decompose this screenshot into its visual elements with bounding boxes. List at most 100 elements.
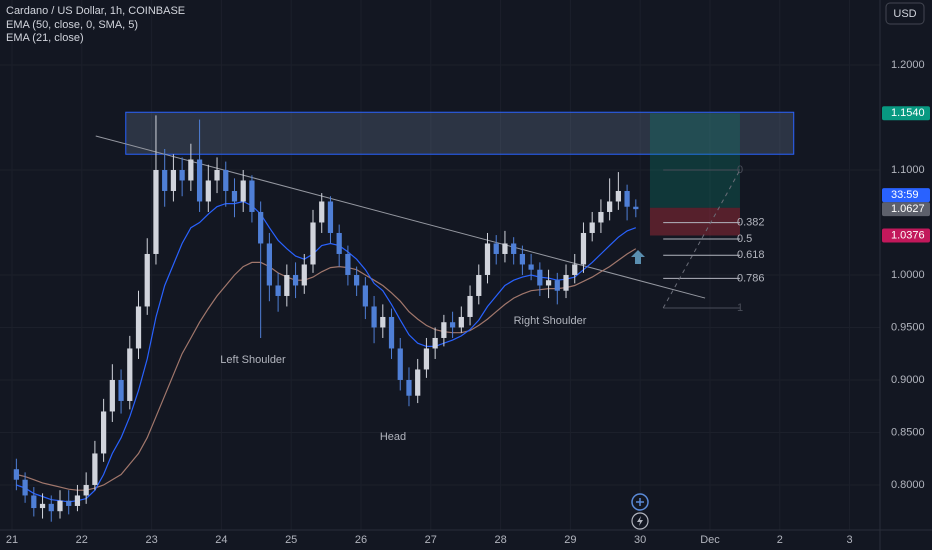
x-tick-label: 26: [355, 534, 367, 546]
candle-body: [633, 206, 639, 210]
ema-line: [16, 200, 637, 503]
fib-label: 0.786: [737, 272, 765, 284]
candle-body: [563, 274, 569, 291]
candle-body: [266, 243, 272, 286]
x-tick-label: 24: [215, 534, 227, 546]
fib-label: 0.5: [737, 233, 752, 245]
candle-body: [92, 453, 98, 485]
position-target: [649, 113, 740, 208]
resistance-zone: [125, 111, 795, 155]
overlay: 1.1540 1.0627 1.0376 33:59: [882, 106, 930, 243]
candle-body: [39, 503, 46, 509]
y-tick-label: 1.2000: [891, 59, 925, 71]
candle-body: [301, 264, 307, 286]
candle-body: [476, 274, 482, 296]
candle-body: [336, 232, 342, 254]
candle-body: [449, 322, 456, 328]
x-tick-label: 22: [76, 534, 88, 546]
x-tick-label: 3: [847, 534, 853, 546]
candle-body: [502, 243, 508, 254]
candle-body: [580, 232, 587, 265]
candle-body: [380, 316, 386, 328]
candle-body: [537, 269, 543, 286]
candle-body: [415, 369, 421, 396]
candle-body: [458, 316, 464, 328]
price-label: 1.1540: [891, 107, 925, 119]
candle-body: [214, 169, 220, 181]
candle-body: [598, 211, 604, 223]
candle-body: [519, 253, 526, 265]
candle-body: [371, 306, 377, 328]
candle-body: [48, 503, 54, 512]
candle-body: [153, 169, 159, 254]
ema-line: [16, 248, 637, 491]
position-stop: [649, 207, 740, 236]
y-tick-label: 0.9000: [891, 374, 925, 386]
candle-body: [362, 285, 368, 307]
fib-label: 0.618: [737, 249, 765, 261]
y-tick-label: 0.8500: [891, 426, 925, 438]
x-tick-label: 21: [6, 534, 18, 546]
candle-body: [144, 253, 150, 307]
candle-body: [345, 253, 351, 275]
candle-body: [223, 169, 229, 191]
x-tick-label: 2: [777, 534, 783, 546]
y-tick-label: 1.1000: [891, 164, 925, 176]
plot: [13, 115, 639, 522]
candle-body: [607, 201, 613, 212]
candle-body: [240, 180, 246, 202]
arrow-icon: [631, 250, 645, 264]
candle-body: [441, 322, 447, 338]
drawings: 0 0.382 0.5 0.618 0.786 1: [95, 111, 795, 314]
currency-label[interactable]: USD: [893, 8, 916, 20]
candle-body: [388, 316, 395, 349]
indicator-legend: EMA (21, close): [6, 32, 84, 44]
candle-body: [511, 243, 517, 254]
candle-body: [554, 280, 560, 291]
candle-body: [162, 169, 168, 191]
candle-body: [406, 379, 412, 396]
candle-body: [100, 411, 107, 454]
candle-body: [179, 169, 185, 181]
candle-body: [528, 264, 534, 270]
x-tick-label: 27: [425, 534, 437, 546]
price-label-bg: [882, 106, 930, 121]
candle-body: [284, 274, 290, 296]
candle-body: [397, 348, 403, 380]
x-tick-label: 28: [494, 534, 506, 546]
candle-body: [231, 190, 238, 202]
candle-body: [624, 190, 630, 207]
annotation: Right Shoulder: [514, 315, 587, 327]
candle-body: [292, 274, 299, 286]
y-tick-label: 0.8000: [891, 479, 925, 491]
candle-body: [170, 169, 177, 191]
candle-body: [484, 243, 491, 275]
price-label-bg: [882, 202, 930, 217]
annotation: Left Shoulder: [220, 354, 286, 366]
candle-body: [572, 264, 578, 275]
candle-body: [432, 337, 438, 349]
candle-body: [615, 190, 621, 202]
candle-body: [57, 500, 63, 512]
candle-body: [275, 285, 281, 296]
candle-body: [74, 495, 81, 506]
fib-label: 1: [737, 302, 743, 314]
alert-icon: [637, 516, 643, 526]
x-tick-label: 23: [145, 534, 157, 546]
currency-button[interactable]: [885, 2, 925, 25]
add-icon: [636, 498, 644, 506]
symbol-title: Cardano / US Dollar, 1h, COINBASE: [6, 5, 185, 17]
x-tick-label: 29: [564, 534, 576, 546]
candle-body: [66, 500, 72, 506]
x-tick-label: 25: [285, 534, 297, 546]
y-tick-label: 1.0000: [891, 269, 925, 281]
candle-body: [327, 201, 334, 233]
candle-body: [31, 495, 37, 509]
x-tick-label: Dec: [700, 534, 720, 546]
candle-body: [493, 243, 499, 254]
candle-body: [196, 159, 203, 202]
candle-body: [109, 379, 115, 412]
countdown-bg: [882, 188, 930, 203]
